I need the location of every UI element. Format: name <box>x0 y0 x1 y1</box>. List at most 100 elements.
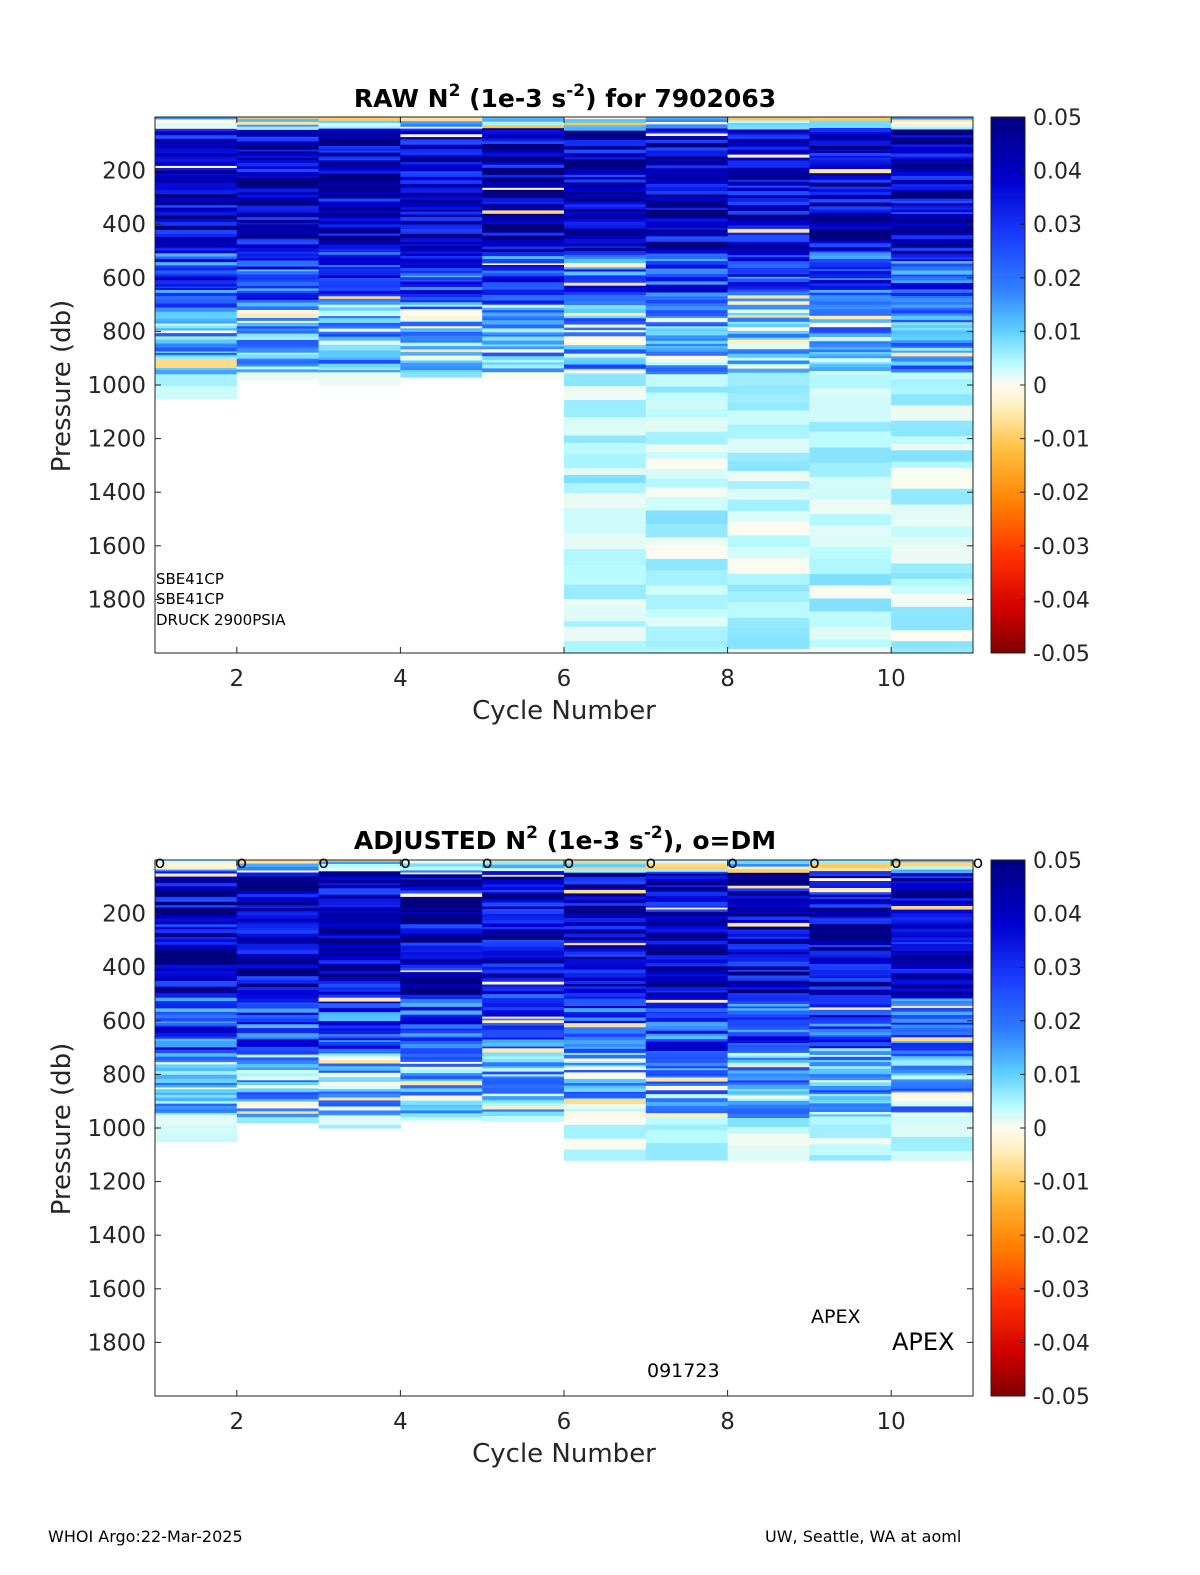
heatmap-cell <box>564 192 647 195</box>
heatmap-cell <box>318 344 401 350</box>
dm-marker: o <box>973 853 983 873</box>
heatmap-cell <box>482 263 565 266</box>
heatmap-cell <box>809 151 892 154</box>
heatmap-cell <box>400 342 483 347</box>
heatmap-cell <box>400 1016 483 1021</box>
heatmap-cell <box>727 1076 810 1081</box>
heatmap-cell <box>727 909 810 915</box>
heatmap-cell <box>318 267 401 270</box>
heatmap-cell <box>645 1002 729 1005</box>
heatmap-cell <box>809 499 892 515</box>
heatmap-cell <box>809 916 892 920</box>
heatmap-cell <box>645 144 729 149</box>
heatmap-cell <box>809 322 892 326</box>
raw-n2-panel: RAW N2 (1e-3 s-2) for 7902063 2004006008… <box>47 81 1090 726</box>
heatmap-cell <box>809 1055 892 1058</box>
heatmap-cell <box>318 1081 401 1087</box>
heatmap-cell <box>155 280 238 285</box>
heatmap-cell <box>645 924 729 927</box>
heatmap-cell <box>727 875 810 881</box>
heatmap-cell <box>891 878 974 882</box>
heatmap-cell <box>236 998 320 1004</box>
heatmap-cell <box>155 333 238 337</box>
heatmap-cell <box>236 282 320 287</box>
heatmap-cell <box>727 146 810 151</box>
heatmap-cell <box>809 1074 892 1078</box>
heatmap-cell <box>809 1124 892 1139</box>
heatmap-cell <box>891 352 974 357</box>
heatmap-cell <box>809 627 892 641</box>
heatmap-cell <box>482 136 565 140</box>
heatmap-cell <box>645 345 729 350</box>
heatmap-cell <box>400 942 483 947</box>
heatmap-cell <box>891 904 974 907</box>
heatmap-cell <box>891 334 974 338</box>
heatmap-cell <box>564 188 647 193</box>
platform-annotation-1: APEX <box>811 1306 860 1328</box>
heatmap-cell <box>727 978 810 982</box>
heatmap-cell <box>727 573 810 586</box>
heatmap-cell <box>318 1100 401 1105</box>
heatmap-cell <box>809 1046 892 1049</box>
heatmap-cell <box>400 253 483 257</box>
heatmap-cell <box>236 863 320 868</box>
heatmap-cell <box>400 886 483 891</box>
heatmap-cell <box>809 894 892 898</box>
heatmap-cell <box>727 295 810 300</box>
heatmap-cell <box>155 1026 238 1031</box>
dm-marker: o <box>809 853 819 873</box>
heatmap-cell <box>645 934 729 939</box>
heatmap-cell <box>236 297 320 301</box>
heatmap-cell <box>155 138 238 144</box>
heatmap-cell <box>809 179 892 184</box>
heatmap-cell <box>645 1039 729 1043</box>
heatmap-cell <box>564 937 647 941</box>
heatmap-cell <box>564 386 647 401</box>
heatmap-cell <box>564 903 647 907</box>
heatmap-cell <box>564 253 647 256</box>
heatmap-cell <box>891 1005 974 1009</box>
title-end: ) for 7902063 <box>585 84 776 113</box>
heatmap-cell <box>318 861 401 865</box>
heatmap-cell <box>809 957 892 961</box>
heatmap-cell <box>155 386 238 399</box>
heatmap-cell <box>727 957 810 963</box>
heatmap-cell <box>645 860 729 864</box>
heatmap-cell <box>318 227 401 231</box>
heatmap-cell <box>400 1085 483 1089</box>
heatmap-cell <box>727 951 810 955</box>
heatmap-cell <box>809 1086 892 1091</box>
heatmap-cell <box>891 966 974 970</box>
heatmap-cell <box>727 1043 810 1046</box>
heatmap-cell <box>645 1068 729 1071</box>
heatmap-cell <box>645 451 729 460</box>
heatmap-cell <box>645 609 729 618</box>
heatmap-cell <box>645 997 729 1001</box>
heatmap-cell <box>891 166 974 170</box>
heatmap-cell <box>318 1034 401 1038</box>
heatmap-cell <box>564 1100 647 1105</box>
heatmap-cell <box>236 277 320 281</box>
heatmap-cell <box>400 914 483 917</box>
heatmap-cell <box>400 216 483 222</box>
heatmap-cell <box>482 887 565 891</box>
heatmap-cell <box>727 521 810 536</box>
heatmap-cell <box>155 153 238 158</box>
heatmap-cell <box>645 929 729 933</box>
heatmap-cell <box>318 318 401 322</box>
heatmap-cell <box>482 141 565 145</box>
heatmap-cell <box>400 1091 483 1097</box>
heatmap-cell <box>564 263 647 268</box>
heatmap-cell <box>482 1023 565 1027</box>
heatmap-cell <box>236 326 320 330</box>
heatmap-cell <box>809 864 892 869</box>
heatmap-cell <box>482 1091 565 1095</box>
heatmap-cell <box>727 301 810 306</box>
heatmap-cell <box>645 1043 729 1048</box>
heatmap-cell <box>891 222 974 226</box>
heatmap-cell <box>318 1036 401 1039</box>
heatmap-cell <box>809 942 892 946</box>
heatmap-cell <box>645 919 729 923</box>
heatmap-cell <box>400 961 483 966</box>
heatmap-cell <box>727 392 810 404</box>
